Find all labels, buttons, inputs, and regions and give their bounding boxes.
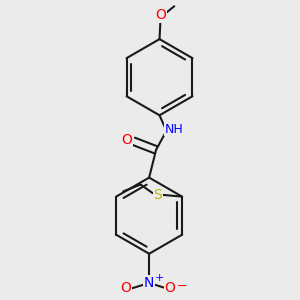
Text: O: O	[121, 133, 132, 146]
Text: N: N	[144, 276, 154, 290]
Text: O: O	[120, 281, 131, 296]
Text: +: +	[155, 273, 165, 283]
Text: O: O	[164, 281, 175, 296]
Text: S: S	[154, 188, 162, 202]
Text: NH: NH	[165, 123, 184, 136]
Text: O: O	[155, 8, 166, 22]
Text: −: −	[177, 280, 187, 293]
